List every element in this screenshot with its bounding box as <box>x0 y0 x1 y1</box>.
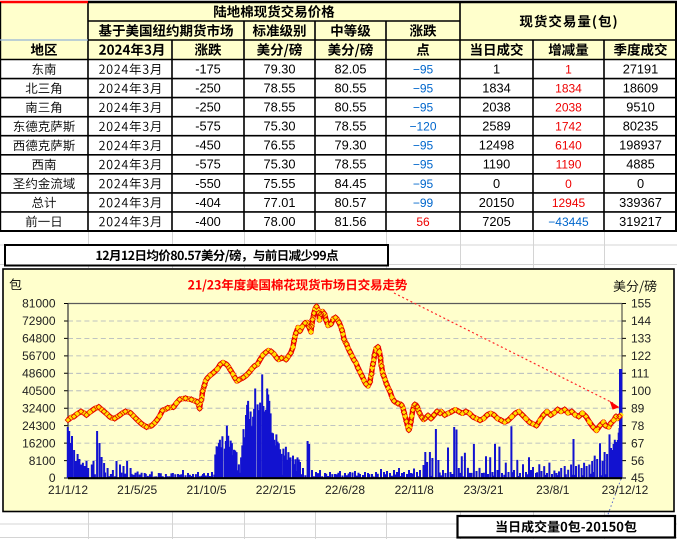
svg-text:-404: -404 <box>195 195 221 210</box>
svg-text:40500: 40500 <box>22 384 56 398</box>
svg-text:111: 111 <box>631 367 650 381</box>
svg-text:32400: 32400 <box>22 401 56 415</box>
svg-text:80235: 80235 <box>623 119 659 134</box>
svg-text:2038: 2038 <box>482 100 510 115</box>
svg-text:56: 56 <box>631 454 645 468</box>
svg-text:133: 133 <box>631 332 651 346</box>
svg-text:23/12/12: 23/12/12 <box>602 483 649 497</box>
svg-text:7205: 7205 <box>482 214 510 229</box>
svg-text:80.55: 80.55 <box>334 100 366 115</box>
svg-text:75.30: 75.30 <box>263 157 295 172</box>
svg-text:1190: 1190 <box>483 157 511 172</box>
svg-text:75.55: 75.55 <box>263 176 295 191</box>
svg-text:21/1/12: 21/1/12 <box>48 483 88 497</box>
svg-text:75.30: 75.30 <box>263 119 295 134</box>
svg-text:78: 78 <box>631 419 645 433</box>
svg-text:22/11/8: 22/11/8 <box>395 483 434 497</box>
svg-text:9510: 9510 <box>626 100 654 115</box>
svg-text:−95: −95 <box>413 158 434 172</box>
svg-text:122: 122 <box>631 349 651 363</box>
svg-text:21/10/5: 21/10/5 <box>186 483 226 497</box>
svg-text:6140: 6140 <box>555 139 582 153</box>
svg-text:-575: -575 <box>195 119 221 134</box>
svg-text:1742: 1742 <box>555 120 582 134</box>
svg-text:78.55: 78.55 <box>334 119 366 134</box>
svg-text:23/3/21: 23/3/21 <box>463 483 503 497</box>
svg-text:81000: 81000 <box>22 297 56 311</box>
svg-text:56700: 56700 <box>22 349 56 363</box>
svg-text:2589: 2589 <box>482 119 510 134</box>
svg-text:100: 100 <box>631 384 651 398</box>
svg-text:79.30: 79.30 <box>263 62 295 77</box>
svg-text:18609: 18609 <box>623 81 659 96</box>
svg-text:80.55: 80.55 <box>334 81 366 96</box>
svg-text:12498: 12498 <box>479 138 515 153</box>
svg-text:1834: 1834 <box>482 81 510 96</box>
svg-text:80.57: 80.57 <box>334 195 366 210</box>
svg-text:155: 155 <box>631 297 651 311</box>
svg-text:−120: −120 <box>409 120 436 134</box>
svg-text:-250: -250 <box>195 100 221 115</box>
svg-text:4885: 4885 <box>626 157 654 172</box>
svg-text:78.55: 78.55 <box>263 81 295 96</box>
svg-text:27191: 27191 <box>623 62 659 77</box>
svg-text:0: 0 <box>565 177 572 191</box>
svg-text:1834: 1834 <box>555 82 582 96</box>
svg-text:0: 0 <box>637 176 644 191</box>
svg-text:79.30: 79.30 <box>334 138 366 153</box>
svg-text:89: 89 <box>631 401 645 415</box>
svg-text:56: 56 <box>416 215 430 229</box>
svg-text:144: 144 <box>631 314 651 328</box>
svg-text:72900: 72900 <box>22 314 56 328</box>
svg-text:45: 45 <box>631 471 645 485</box>
svg-text:23/8/1: 23/8/1 <box>536 483 570 497</box>
svg-text:−95: −95 <box>413 82 434 96</box>
svg-text:198937: 198937 <box>619 138 662 153</box>
svg-text:78.00: 78.00 <box>263 214 295 229</box>
svg-text:1: 1 <box>493 62 500 77</box>
svg-text:22/6/28: 22/6/28 <box>325 483 365 497</box>
svg-text:-250: -250 <box>195 81 221 96</box>
svg-text:-400: -400 <box>195 214 221 229</box>
svg-text:82.05: 82.05 <box>334 62 366 77</box>
svg-text:67: 67 <box>631 436 645 450</box>
svg-text:81.56: 81.56 <box>334 214 366 229</box>
svg-text:84.45: 84.45 <box>334 176 366 191</box>
svg-text:0: 0 <box>493 176 500 191</box>
svg-text:12945: 12945 <box>552 196 586 210</box>
svg-text:-175: -175 <box>195 62 221 77</box>
svg-text:−95: −95 <box>413 139 434 153</box>
svg-text:78.55: 78.55 <box>263 100 295 115</box>
svg-text:339367: 339367 <box>619 195 662 210</box>
svg-text:21/5/25: 21/5/25 <box>117 483 157 497</box>
svg-text:-575: -575 <box>195 157 221 172</box>
svg-text:8100: 8100 <box>29 454 56 468</box>
svg-text:64800: 64800 <box>22 332 56 346</box>
svg-text:−95: −95 <box>413 63 434 77</box>
svg-text:1: 1 <box>565 63 572 77</box>
svg-text:77.01: 77.01 <box>263 195 295 210</box>
svg-text:−95: −95 <box>413 177 434 191</box>
svg-text:78.55: 78.55 <box>334 157 366 172</box>
svg-text:1190: 1190 <box>556 158 582 172</box>
svg-text:319217: 319217 <box>619 214 662 229</box>
svg-text:22/2/15: 22/2/15 <box>256 483 296 497</box>
svg-text:16200: 16200 <box>22 436 56 450</box>
svg-text:-450: -450 <box>195 138 221 153</box>
svg-text:0: 0 <box>49 471 56 485</box>
svg-text:2038: 2038 <box>555 101 582 115</box>
svg-text:−43445: −43445 <box>548 215 589 229</box>
svg-text:-550: -550 <box>195 176 221 191</box>
svg-text:−95: −95 <box>413 101 434 115</box>
svg-text:48600: 48600 <box>22 367 56 381</box>
svg-text:20150: 20150 <box>479 195 515 210</box>
svg-text:−99: −99 <box>413 196 434 210</box>
svg-text:24300: 24300 <box>22 419 56 433</box>
svg-text:76.55: 76.55 <box>263 138 295 153</box>
